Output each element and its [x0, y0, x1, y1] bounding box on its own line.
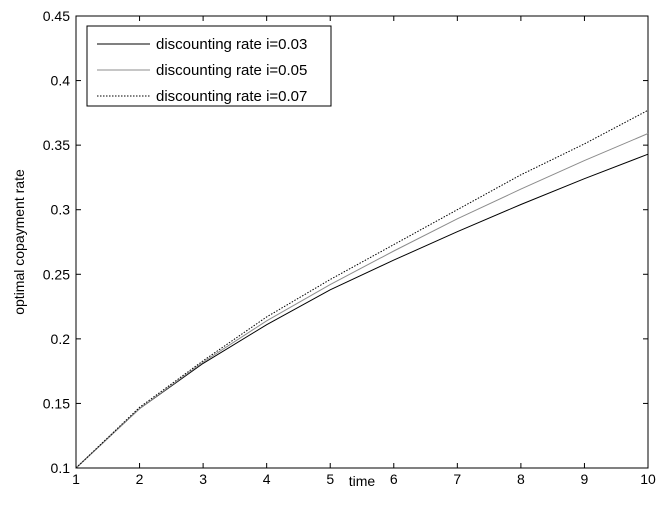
legend-label-2: discounting rate i=0.05 — [156, 62, 307, 79]
y-tick-label: 0.15 — [43, 395, 70, 411]
x-tick-label: 1 — [72, 471, 80, 487]
y-tick-label: 0.45 — [43, 8, 70, 24]
series-line-1 — [75, 153, 649, 469]
legend: discounting rate i=0.03 discounting rate … — [86, 25, 332, 107]
x-tick-label: 9 — [581, 471, 589, 487]
x-tick-label: 5 — [326, 471, 334, 487]
x-tick-label: 4 — [263, 471, 271, 487]
y-tick-label: 0.35 — [43, 137, 70, 153]
x-tick-label: 3 — [199, 471, 207, 487]
axis-ticks — [75, 15, 649, 469]
series-line-2 — [75, 133, 649, 469]
y-tick-label: 0.2 — [51, 331, 71, 347]
legend-label-1: discounting rate i=0.03 — [156, 36, 307, 53]
series-lines — [75, 109, 649, 469]
series-line-3 — [75, 109, 649, 469]
legend-box — [86, 25, 332, 107]
x-tick-label: 6 — [390, 471, 398, 487]
y-tick-label: 0.25 — [43, 266, 70, 282]
y-tick-label: 0.4 — [51, 73, 71, 89]
x-tick-label: 7 — [453, 471, 461, 487]
axis-tick-labels: 1 2 3 4 5 6 7 8 9 10 0.1 0.15 0.2 0.25 0.3 0.35 0.4 0.45 — [43, 8, 656, 487]
x-tick-label: 10 — [640, 471, 656, 487]
y-tick-label: 0.1 — [51, 460, 71, 476]
x-tick-label: 2 — [136, 471, 144, 487]
y-axis-label: optimal copayment rate — [11, 169, 27, 315]
legend-label-3: discounting rate i=0.07 — [156, 88, 307, 105]
x-axis-label: time — [349, 473, 376, 489]
x-tick-label: 8 — [517, 471, 525, 487]
y-tick-label: 0.3 — [51, 202, 71, 218]
